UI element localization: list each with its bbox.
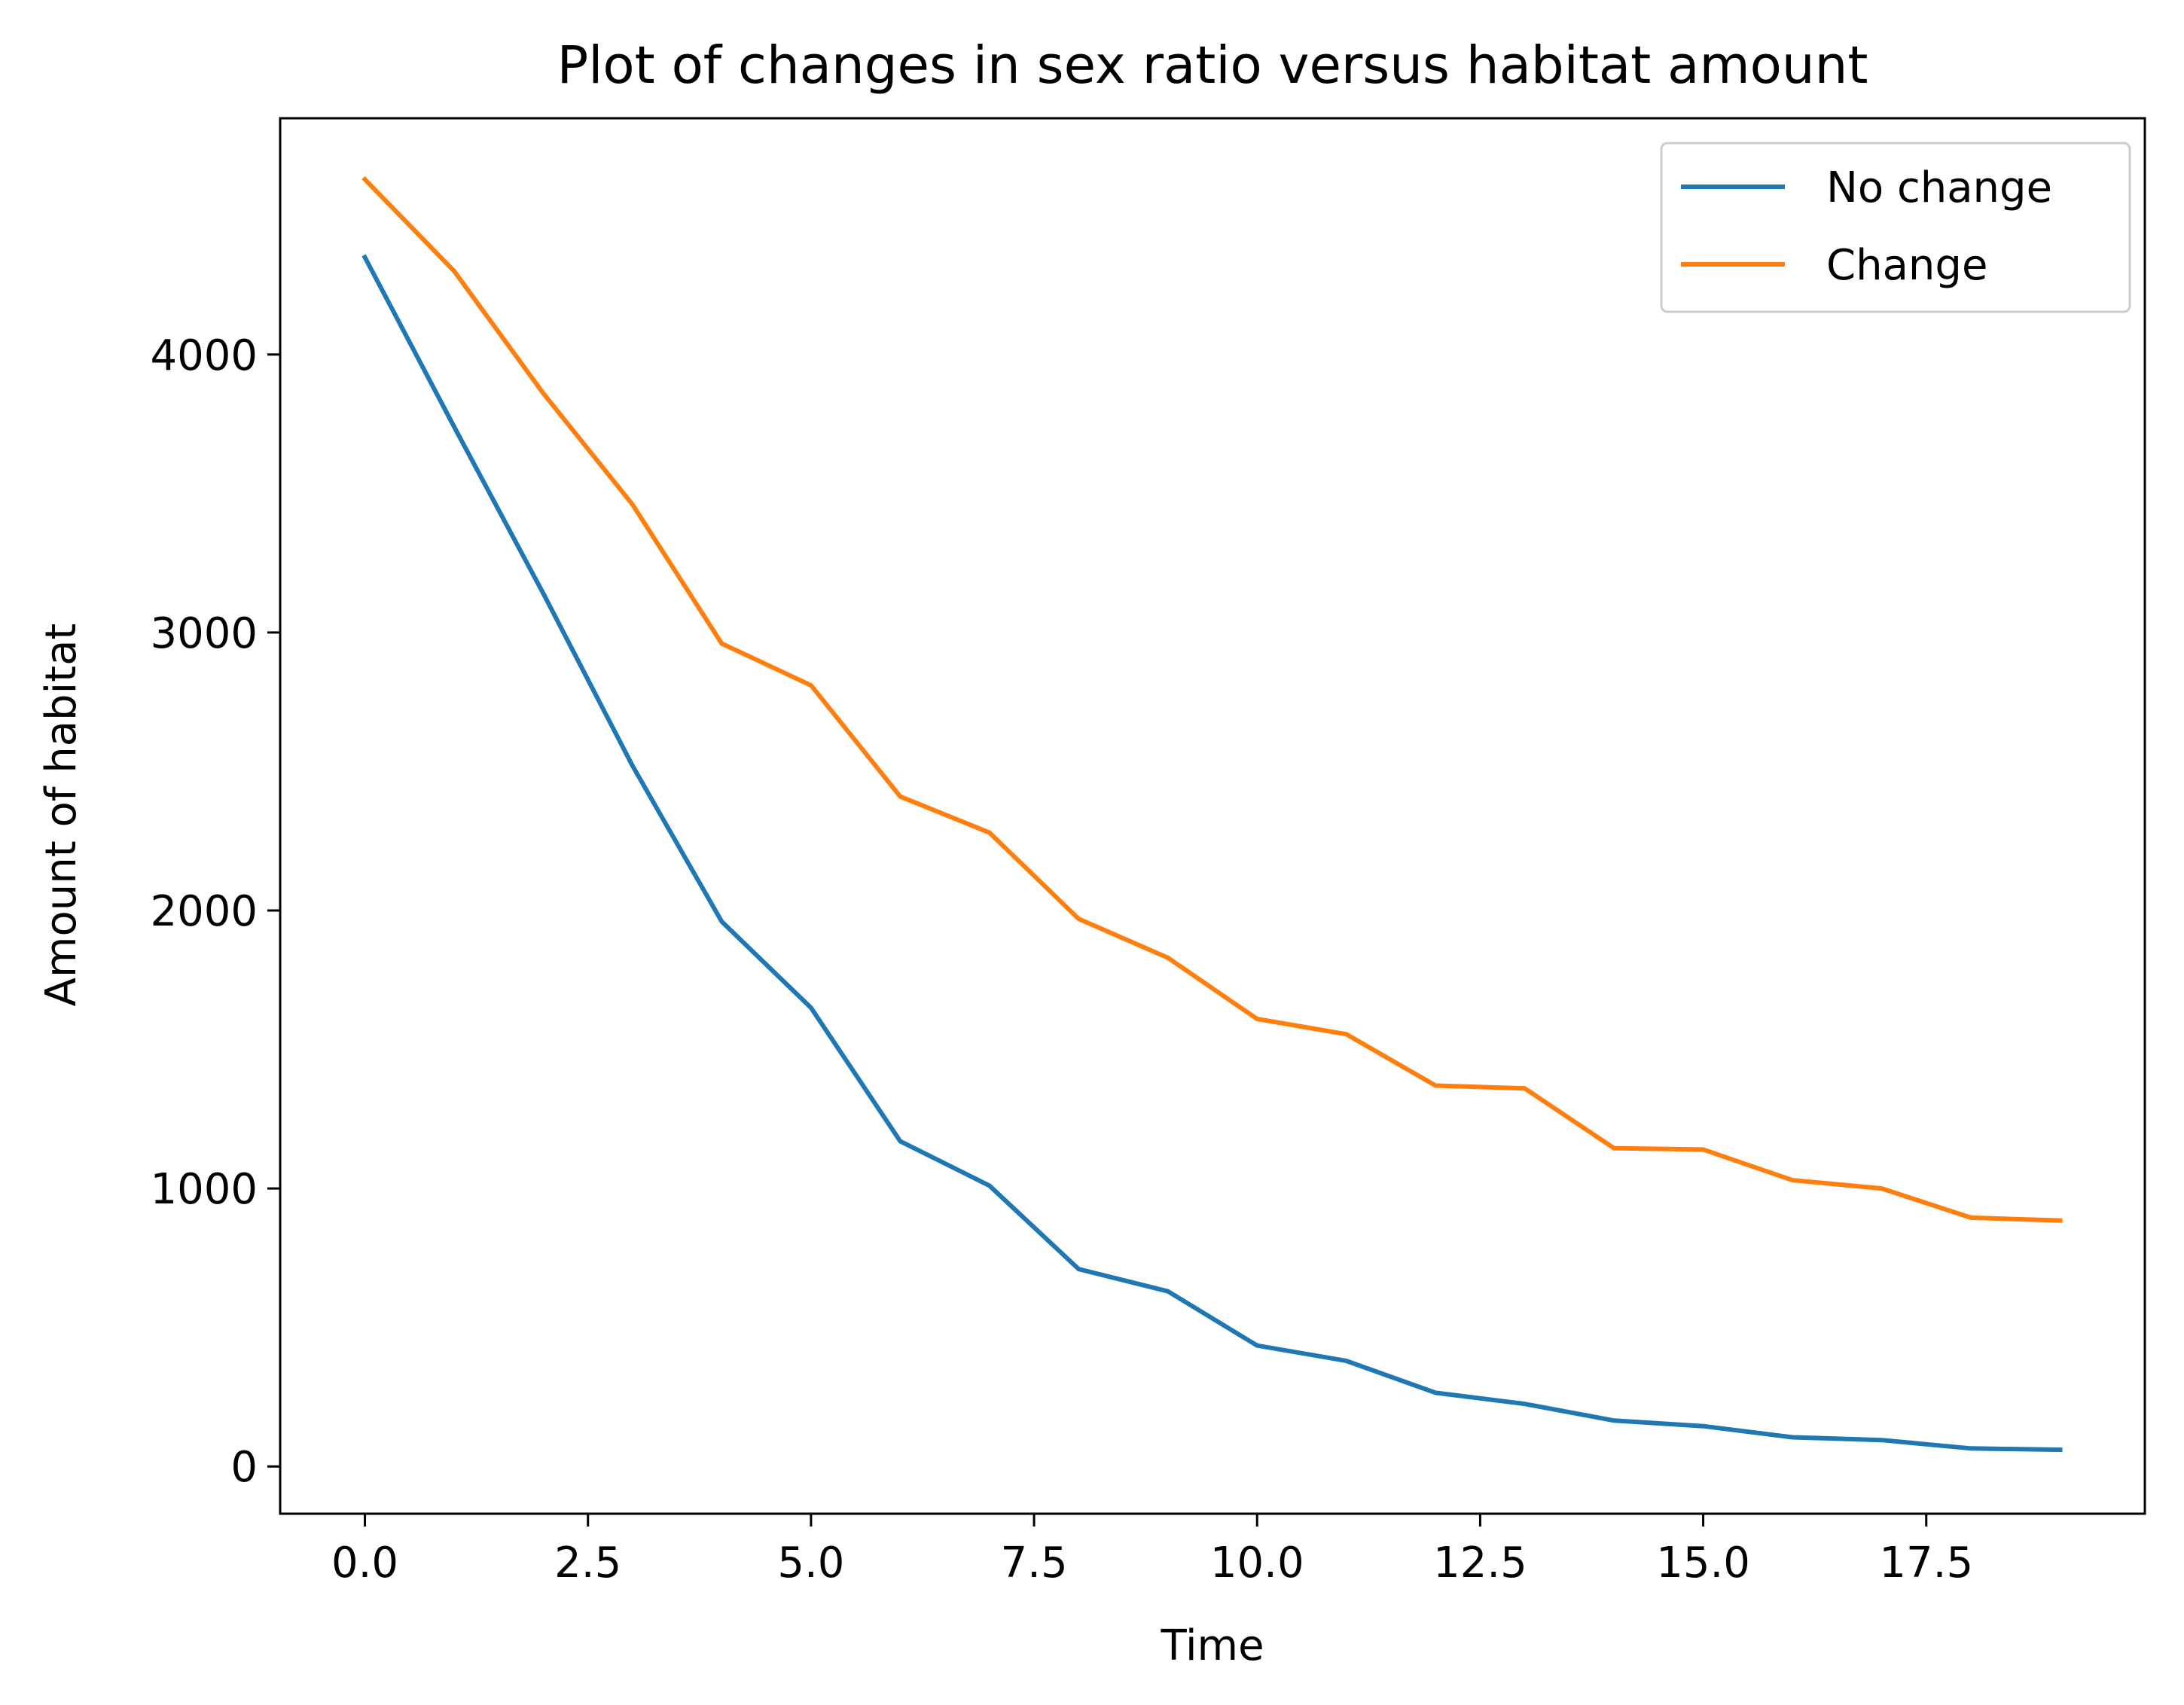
legend: No change Change: [1660, 142, 2131, 313]
y-tick-label: 0: [230, 1443, 258, 1492]
x-tick-label: 2.5: [554, 1539, 621, 1588]
y-axis: 0 1000 2000 3000 4000: [150, 331, 280, 1492]
series-line-no-change: [361, 254, 2063, 1453]
plot-area: [279, 117, 2146, 1515]
chart-title: Plot of changes in sex ratio versus habi…: [557, 35, 1868, 96]
x-tick-label: 12.5: [1433, 1539, 1527, 1588]
plot-frame: [279, 117, 2146, 1515]
series-layer: [361, 175, 2063, 1453]
y-tick-label: 1000: [150, 1165, 258, 1214]
x-tick-label: 0.0: [331, 1539, 398, 1588]
x-tick-label: 7.5: [1001, 1539, 1068, 1588]
x-axis: 0.0 2.5 5.0 7.5 10.0 12.5 15.0 17.5: [331, 1514, 1973, 1588]
series-line-change: [361, 175, 2063, 1223]
x-tick-label: 10.0: [1210, 1539, 1304, 1588]
legend-label-no-change: No change: [1826, 163, 2052, 212]
x-tick-label: 15.0: [1656, 1539, 1750, 1588]
x-tick-label: 5.0: [777, 1539, 844, 1588]
x-axis-label: Time: [1160, 1621, 1264, 1670]
y-tick-label: 4000: [150, 331, 258, 380]
legend-label-change: Change: [1826, 241, 1987, 290]
x-tick-label: 17.5: [1879, 1539, 1973, 1588]
y-axis-label: Amount of habitat: [37, 624, 86, 1007]
y-tick-label: 3000: [150, 609, 258, 658]
y-tick-label: 2000: [150, 887, 258, 936]
